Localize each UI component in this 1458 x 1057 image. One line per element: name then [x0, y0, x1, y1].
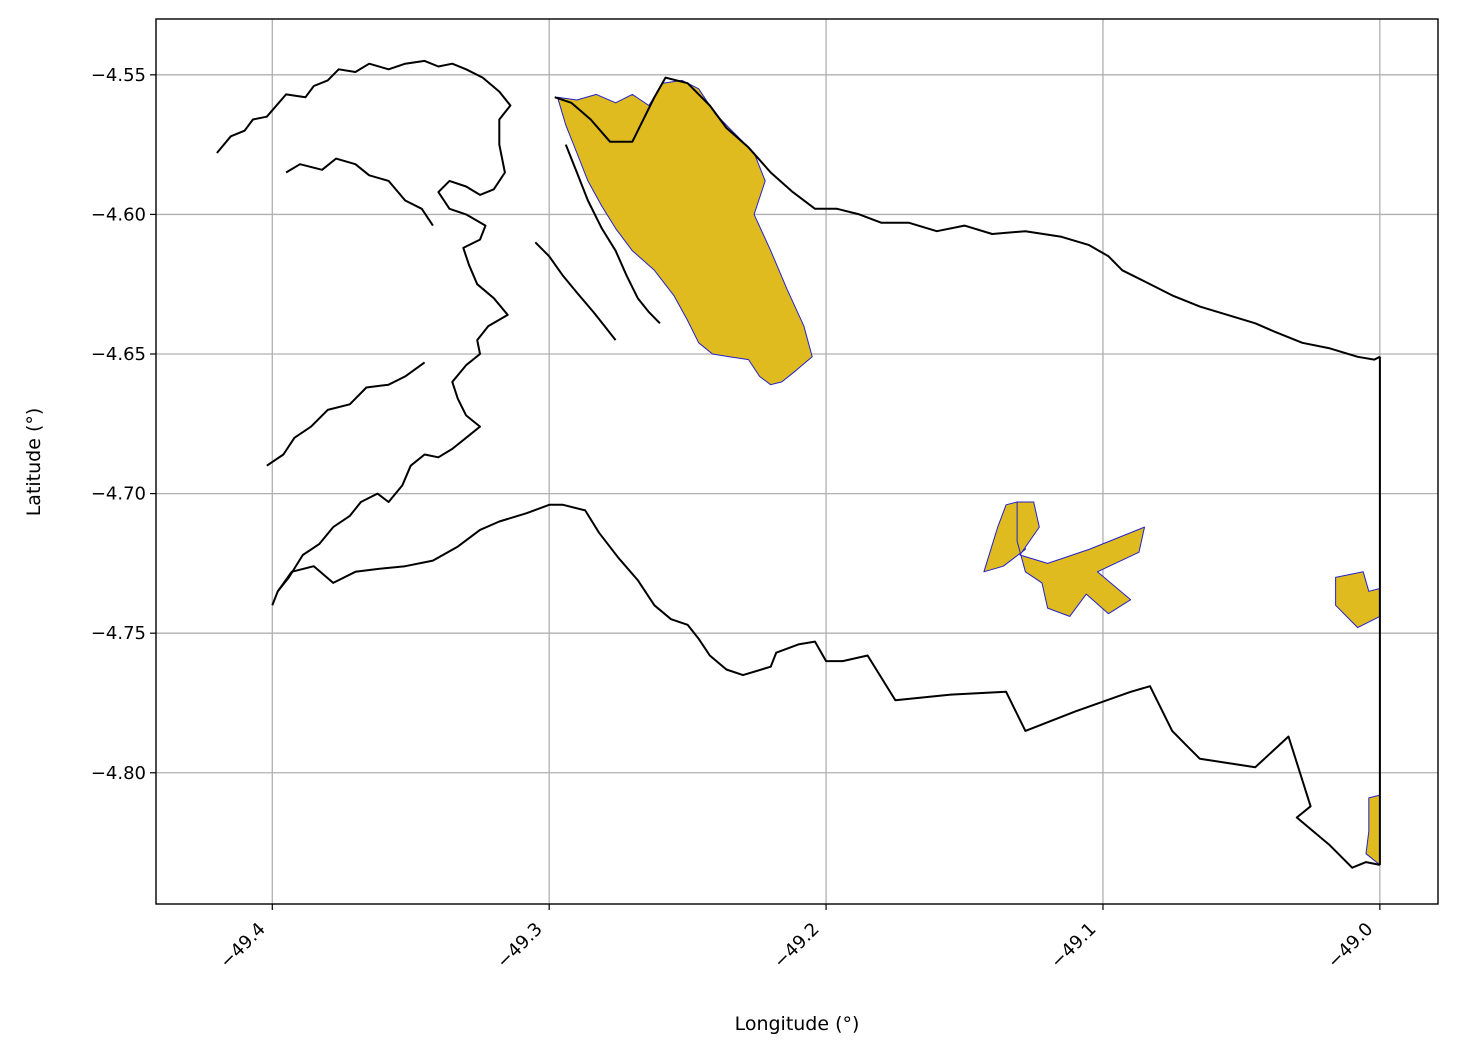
- y-axis-label: Latitude (°): [23, 408, 45, 517]
- y-tick-label: −4.65: [91, 344, 146, 365]
- y-tick-label: −4.55: [91, 65, 146, 86]
- outline-drainage-west-3: [266, 361, 426, 467]
- polygon-area-east: [1335, 571, 1381, 629]
- outline-boundary-top: [554, 76, 1381, 361]
- x-axis-label: Longitude (°): [735, 1013, 860, 1035]
- polygon-area-central-2: [1016, 501, 1145, 617]
- x-tick-label: −49.3: [493, 919, 547, 973]
- x-tick-label: −49.4: [216, 919, 270, 973]
- x-tick-label: −49.2: [770, 919, 824, 973]
- polygon-area-southeast: [1365, 794, 1381, 866]
- outline-drainage-middle: [564, 144, 661, 325]
- y-tick-label: −4.80: [91, 763, 146, 784]
- x-tick-label: −49.1: [1047, 919, 1101, 973]
- outline-drainage-middle-2: [534, 241, 617, 341]
- y-tick-label: −4.70: [91, 484, 146, 505]
- outline-drainage-west-2: [285, 157, 434, 227]
- grid: [156, 19, 1438, 904]
- plot-frame: [155, 18, 1439, 905]
- outline-drainage-west: [216, 59, 512, 592]
- map-shapes: [216, 59, 1381, 869]
- y-tick-label: −4.60: [91, 204, 146, 225]
- outline-boundary-bottom: [271, 503, 1381, 869]
- x-tick-label: −49.0: [1324, 919, 1378, 973]
- y-tick-label: −4.75: [91, 623, 146, 644]
